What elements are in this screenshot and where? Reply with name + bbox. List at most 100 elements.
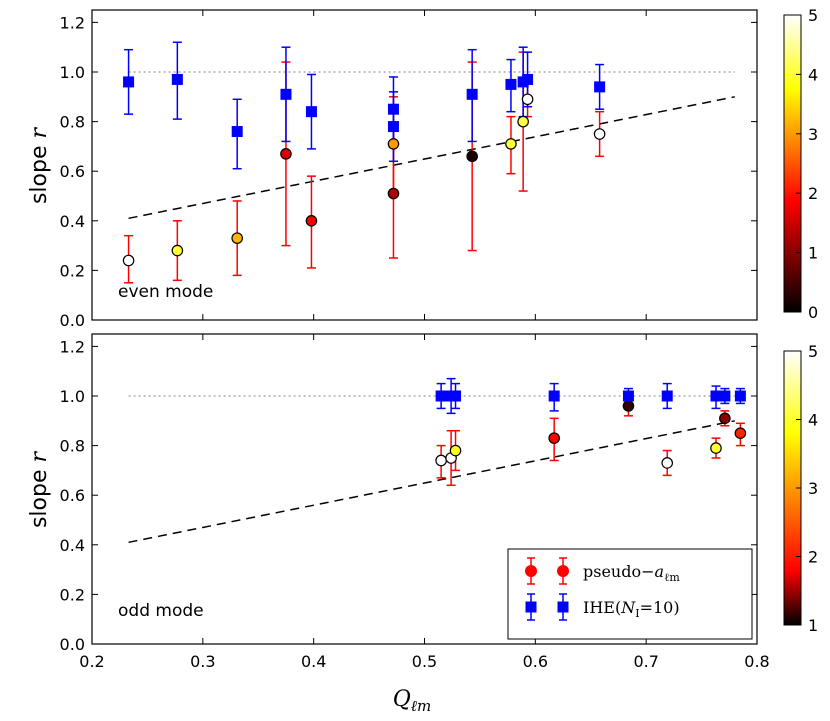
- bottom-colorbar-tick-label: 5: [808, 342, 818, 361]
- top-mode-label: even mode: [118, 282, 213, 302]
- x-tick-label: 0.2: [79, 652, 104, 671]
- x-tick-label: 0.3: [190, 652, 215, 671]
- top-y-tick-label: 0.2: [60, 261, 85, 280]
- bottom-pseudo-point: [710, 442, 722, 454]
- top-colorbar-tick-label: 2: [808, 184, 818, 203]
- legend-entry-ihe: IHE(NI=10): [525, 593, 680, 621]
- x-tick-label: 0.6: [523, 652, 548, 671]
- x-axis-label: Qℓm: [393, 687, 432, 715]
- top-y-axis-label: slope r: [27, 127, 52, 205]
- legend-entry-pseudo: pseudo−aℓm: [525, 557, 680, 585]
- bottom-ihe-point: [548, 390, 560, 402]
- top-pseudo-point: [122, 254, 135, 267]
- bottom-colorbar-tick-label: 4: [808, 411, 818, 430]
- top-ihe-point: [280, 88, 292, 100]
- bottom-y-axis-label: slope r: [27, 451, 52, 529]
- top-pseudo-point: [305, 215, 318, 227]
- bottom-y-tick-label: 0.6: [60, 486, 85, 505]
- bottom-colorbar-tick-label: 3: [808, 479, 818, 498]
- bottom-y-tick-label: 1.2: [60, 337, 85, 356]
- bottom-pseudo-point: [449, 444, 462, 457]
- x-tick-label: 0.4: [301, 652, 326, 671]
- bottom-ihe-point: [661, 390, 673, 402]
- bottom-ihe-point: [622, 390, 634, 402]
- top-pseudo-point: [521, 93, 534, 106]
- top-ihe-point: [594, 81, 606, 93]
- top-ihe-point: [171, 73, 183, 85]
- top-pseudo-point: [231, 232, 243, 244]
- top-y-tick-label: 0.4: [60, 212, 85, 231]
- bottom-colorbar-ticks: 1 2 3 4 5: [796, 342, 818, 635]
- top-y-ticks: 0.0 0.2 0.4 0.6 0.8 1.0 1.2: [60, 10, 758, 330]
- top-y-tick-label: 1.0: [60, 63, 85, 82]
- top-ihe-point: [231, 126, 243, 138]
- top-pseudo-point: [280, 148, 292, 160]
- bottom-pseudo-point: [719, 412, 731, 425]
- top-colorbar-tick-label: 0: [808, 303, 818, 322]
- top-fit-line: [128, 96, 735, 220]
- top-pseudo-point: [517, 115, 529, 128]
- bottom-pseudo-point: [622, 400, 635, 412]
- bottom-ihe-point: [719, 390, 731, 402]
- top-pseudo-point: [593, 128, 606, 140]
- top-y-tick-label: 0.0: [60, 311, 85, 330]
- bottom-pseudo-point: [435, 454, 447, 467]
- top-y-tick-label: 0.8: [60, 113, 85, 132]
- bottom-panel: 0.00.20.40.60.81.01.2 0.2 0.3 0.4 0.5 0.6 0.7…: [27, 333, 818, 715]
- bottom-ihe-point: [435, 390, 447, 402]
- bottom-mode-label: odd mode: [118, 601, 204, 621]
- bottom-ihe-point: [450, 390, 462, 402]
- top-pseudo-point: [387, 187, 400, 200]
- bottom-ihe-point: [734, 390, 746, 402]
- legend-label-ihe: IHE(NI=10): [583, 598, 680, 620]
- x-tick-label: 0.8: [744, 652, 769, 671]
- bottom-plot-area: [128, 377, 747, 544]
- top-ihe-point: [387, 103, 399, 115]
- bottom-colorbar-tick-label: 1: [808, 616, 818, 635]
- top-ihe-point: [522, 73, 534, 85]
- top-colorbar-tick-label: 3: [808, 125, 818, 144]
- legend-square-marker-2: [557, 601, 569, 613]
- legend-circle-marker-1: [525, 565, 537, 577]
- bottom-colorbar-tick-label: 2: [808, 548, 818, 567]
- legend-box: [507, 548, 753, 640]
- legend-circle-marker-2: [557, 565, 569, 577]
- legend-label-pseudo: pseudo−aℓm: [583, 562, 680, 584]
- top-ihe-point: [305, 106, 317, 118]
- legend-square-marker-1: [525, 601, 537, 613]
- bottom-pseudo-point: [661, 457, 674, 469]
- bottom-y-tick-label: 0.2: [60, 585, 85, 604]
- x-tick-label: 0.7: [633, 652, 658, 671]
- top-y-tick-label: 1.2: [60, 13, 85, 32]
- top-pseudo-point: [171, 244, 184, 257]
- bottom-pseudo-point: [734, 427, 747, 439]
- bottom-fit-line: [128, 420, 735, 544]
- legend: pseudo−aℓm IHE(NI=10): [507, 548, 753, 640]
- x-tick-label: 0.5: [412, 652, 437, 671]
- bottom-x-ticks: 0.2 0.3 0.4 0.5 0.6 0.7 0.8: [79, 652, 769, 671]
- top-y-tick-label: 0.6: [60, 162, 85, 181]
- top-ihe-point: [123, 76, 135, 88]
- top-colorbar-tick-label: 5: [808, 6, 818, 25]
- top-ihe-point: [387, 121, 399, 133]
- bottom-y-tick-label: 0.0: [60, 635, 85, 654]
- top-colorbar-tick-label: 4: [808, 65, 818, 84]
- top-pseudo-point: [505, 138, 517, 150]
- top-ihe-point: [466, 88, 478, 100]
- top-axes-frame: [91, 9, 758, 321]
- bottom-y-ticks: 0.0 0.2 0.4 0.6 0.8 1.0 1.2: [60, 334, 758, 654]
- top-pseudo-point: [387, 138, 400, 150]
- top-colorbar-ticks: 0 1 2 3 4 5: [796, 6, 818, 322]
- top-plot-area: [122, 41, 735, 284]
- bottom-pseudo-point: [548, 432, 560, 444]
- top-ihe-point: [505, 78, 517, 90]
- bottom-ihe-point: [710, 390, 722, 402]
- bottom-y-tick-label: 0.8: [60, 437, 85, 456]
- top-pseudo-point: [466, 150, 478, 163]
- top-colorbar: [783, 14, 802, 313]
- bottom-y-tick-label: 0.4: [60, 536, 85, 555]
- top-panel: 0.00.20.40.60.81.01.2 even mode slope r …: [27, 6, 818, 330]
- bottom-y-tick-label: 1.0: [60, 387, 85, 406]
- top-colorbar-tick-label: 1: [808, 244, 818, 263]
